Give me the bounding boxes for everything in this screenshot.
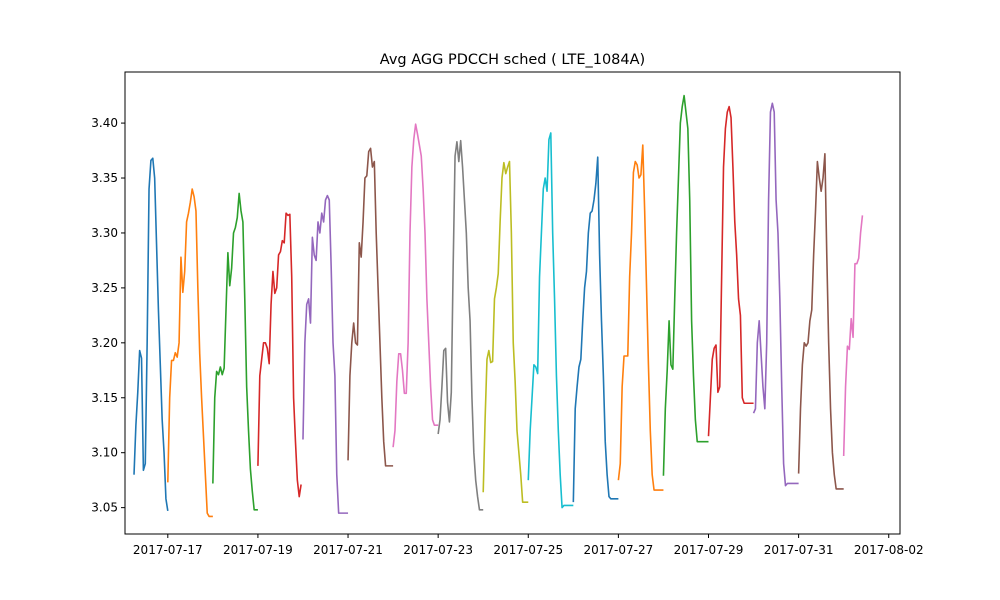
y-axis: 3.05 3.10 3.15 3.20 3.25 3.30 3.35 3.40 [91, 116, 125, 515]
series-line-13 [662, 94, 709, 476]
y-tick-label: 3.25 [91, 281, 118, 295]
x-axis: 2017-07-17 2017-07-19 2017-07-21 2017-07-23… [133, 534, 924, 557]
y-tick-label: 3.15 [91, 391, 118, 405]
x-tick-label: 2017-07-29 [674, 543, 744, 557]
series-line-16 [797, 153, 844, 490]
series-line-5 [302, 194, 349, 514]
x-tick-label: 2017-07-21 [313, 543, 383, 557]
y-tick-label: 3.35 [91, 171, 118, 185]
chart-title: Avg AGG PDCCH sched ( LTE_1084A) [380, 52, 645, 68]
series-line-8 [437, 139, 484, 511]
y-tick-label: 3.05 [91, 501, 118, 515]
series-line-12 [617, 144, 664, 491]
series-line-17 [842, 215, 864, 457]
y-tick-label: 3.30 [91, 226, 118, 240]
series-line-4 [257, 212, 302, 498]
series-line-10 [527, 132, 574, 509]
series-line-3 [212, 192, 258, 511]
series-line-2 [167, 188, 213, 518]
series-layer [133, 94, 864, 518]
x-tick-label: 2017-07-19 [223, 543, 293, 557]
plot-frame [124, 71, 901, 535]
y-tick-label: 3.40 [91, 116, 118, 130]
series-line-14 [707, 105, 754, 437]
x-tick-label: 2017-07-27 [584, 543, 654, 557]
y-tick-label: 3.10 [91, 446, 118, 460]
y-tick-label: 3.20 [91, 336, 118, 350]
series-line-11 [572, 156, 619, 503]
x-tick-label: 2017-07-23 [403, 543, 473, 557]
series-line-9 [482, 160, 529, 503]
series-line-1 [133, 157, 169, 512]
x-tick-label: 2017-07-25 [493, 543, 563, 557]
series-line-7 [392, 123, 439, 448]
x-tick-label: 2017-08-02 [854, 543, 924, 557]
x-tick-label: 2017-07-31 [764, 543, 834, 557]
x-tick-label: 2017-07-17 [133, 543, 203, 557]
series-line-6 [347, 147, 394, 467]
series-line-15 [752, 102, 799, 487]
